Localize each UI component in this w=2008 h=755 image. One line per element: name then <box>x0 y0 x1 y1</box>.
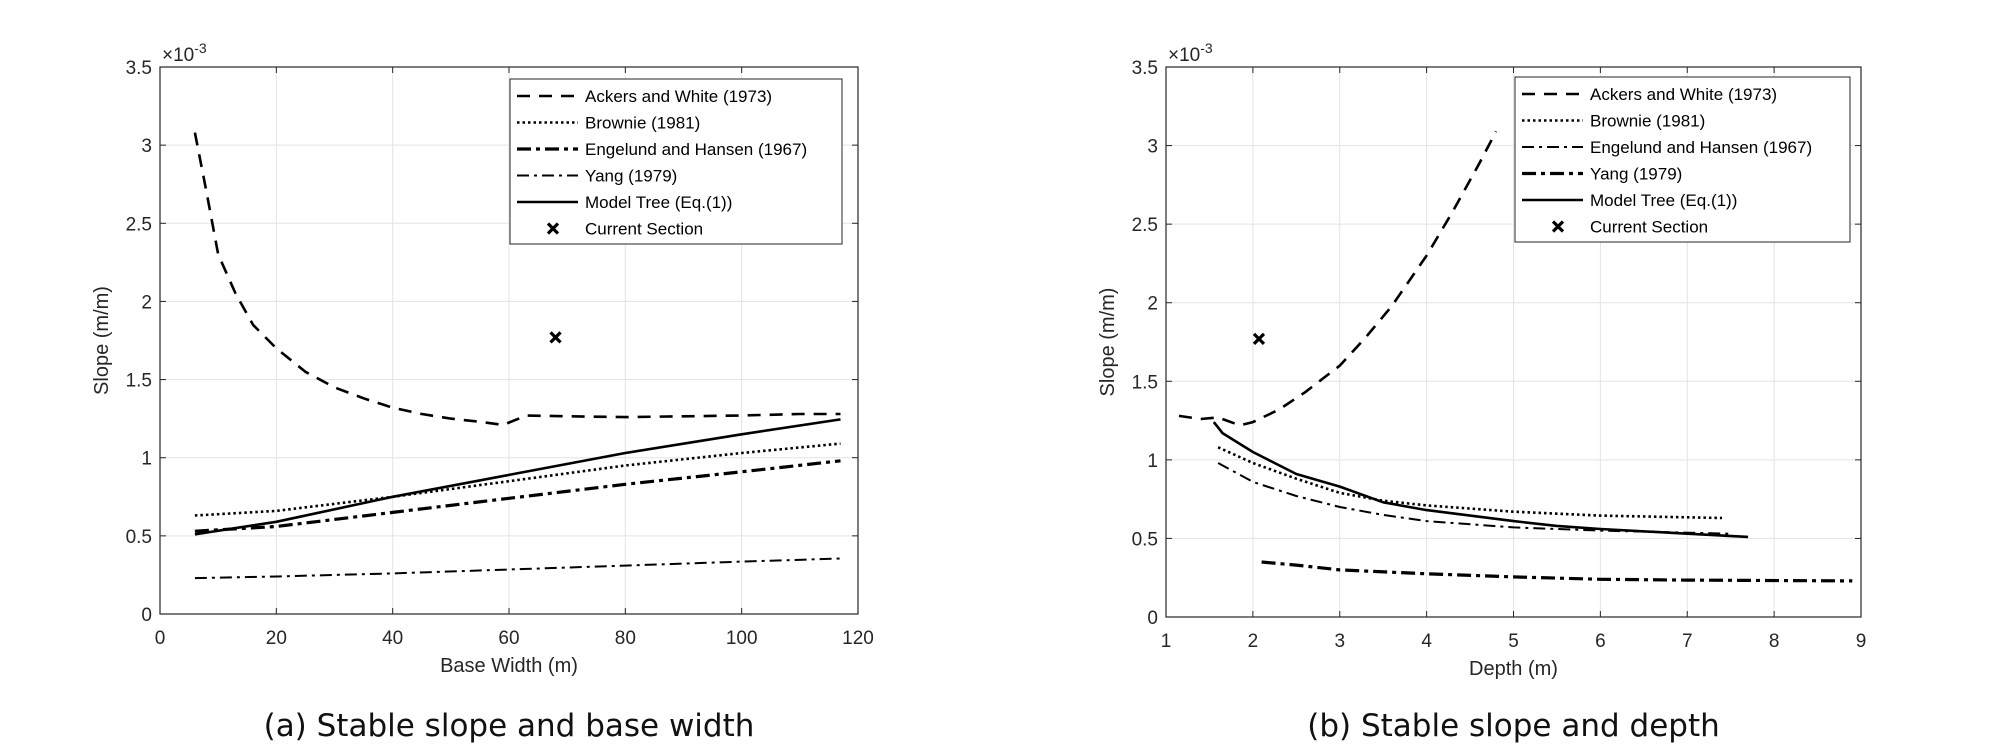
current-section-marker <box>549 331 562 344</box>
y-tick-label: 3 <box>1147 137 1158 158</box>
legend-entry: Engelund and Hansen (1967) <box>585 140 807 159</box>
y-tick-label: 2.5 <box>1132 215 1158 236</box>
y-tick-label: 2.5 <box>126 214 152 235</box>
x-tick-label: 2 <box>1248 631 1259 652</box>
y-axis-label: Slope (m/m) <box>91 286 113 395</box>
x-tick-label: 7 <box>1682 631 1693 652</box>
legend-marker-icon <box>1551 220 1565 233</box>
series-line-ackers <box>193 132 841 427</box>
chart-caption: (b) Stable slope and depth <box>1307 708 1720 744</box>
series-line-yang <box>1261 560 1853 583</box>
y-multiplier: ×10-3 <box>162 40 207 66</box>
legend: Ackers and White (1973) Brownie (1981) Eng… <box>509 78 843 245</box>
legend-entry: Yang (1979) <box>585 167 677 186</box>
y-tick-label: 1 <box>1147 451 1158 472</box>
x-tick-label: 8 <box>1769 631 1780 652</box>
y-tick-label: 3.5 <box>1132 58 1158 79</box>
chart-b: 1 2 3 4 5 6 7 8 9 0 0.5 1 1.5 2 2.5 3 3.5 ×10-3 Depth (m) S… <box>1097 40 1866 744</box>
x-tick-label: 40 <box>382 628 403 649</box>
legend-entry: Model Tree (Eq.(1)) <box>1590 191 1737 210</box>
series-line-engelund <box>1217 462 1731 535</box>
y-tick-label: 2 <box>141 292 152 313</box>
series-line-brownie <box>194 442 841 517</box>
x-axis-label: Base Width (m) <box>440 655 578 677</box>
y-multiplier-exponent: -3 <box>194 40 207 56</box>
series-line-model <box>1212 421 1749 539</box>
y-tick-label: 0 <box>141 605 152 626</box>
legend-entry: Current Section <box>1590 218 1708 237</box>
y-tick-label: 0.5 <box>126 527 152 548</box>
series-line-engelund <box>194 459 841 533</box>
axes-box <box>1165 66 1862 618</box>
y-tick-label: 1.5 <box>126 371 152 392</box>
legend-entry: Yang (1979) <box>1590 165 1682 184</box>
y-tick-label: 3 <box>141 136 152 157</box>
axes-box <box>159 66 859 615</box>
legend-entry: Model Tree (Eq.(1)) <box>585 193 732 212</box>
x-tick-label: 3 <box>1334 631 1345 652</box>
legend-box <box>1514 76 1851 243</box>
x-tick-label: 0 <box>155 628 166 649</box>
y-tick-label: 0.5 <box>1132 529 1158 550</box>
current-section-marker <box>1252 332 1266 345</box>
x-tick-label: 120 <box>842 628 874 649</box>
y-tick-label: 1 <box>141 449 152 470</box>
legend-entry: Ackers and White (1973) <box>585 87 772 106</box>
series-line-yang <box>194 557 841 580</box>
y-multiplier-exponent: -3 <box>1200 40 1213 56</box>
series-line-model <box>194 418 841 536</box>
x-tick-label: 6 <box>1595 631 1606 652</box>
legend-entry: Ackers and White (1973) <box>1590 85 1777 104</box>
x-tick-label: 100 <box>726 628 758 649</box>
x-tick-label: 80 <box>615 628 636 649</box>
chart-caption: (a) Stable slope and base width <box>264 708 755 744</box>
x-tick-label: 9 <box>1856 631 1867 652</box>
legend: Ackers and White (1973) Brownie (1981) Eng… <box>1514 76 1851 243</box>
x-axis-label: Depth (m) <box>1469 658 1558 680</box>
legend-entry: Brownie (1981) <box>585 114 700 133</box>
chart-a: 0 20 40 60 80 100 120 0 0.5 1 1.5 2 2.5 3 3.5 ×10-3 Base… <box>91 40 874 744</box>
legend-box <box>509 78 843 245</box>
y-multiplier: ×10-3 <box>1168 40 1213 66</box>
x-tick-label: 5 <box>1508 631 1519 652</box>
x-tick-label: 60 <box>498 628 519 649</box>
legend-marker-icon <box>546 222 560 235</box>
legend-entry: Brownie (1981) <box>1590 112 1705 131</box>
x-tick-label: 20 <box>266 628 287 649</box>
y-axis-label: Slope (m/m) <box>1097 288 1119 397</box>
legend-entry: Current Section <box>585 220 703 239</box>
y-tick-label: 1.5 <box>1132 372 1158 393</box>
legend-entry: Engelund and Hansen (1967) <box>1590 138 1812 157</box>
y-tick-label: 3.5 <box>126 58 152 79</box>
y-tick-label: 2 <box>1147 294 1158 315</box>
x-tick-label: 1 <box>1161 631 1172 652</box>
series-line-ackers <box>1178 130 1498 427</box>
x-tick-label: 4 <box>1421 631 1432 652</box>
y-tick-label: 0 <box>1147 608 1158 629</box>
